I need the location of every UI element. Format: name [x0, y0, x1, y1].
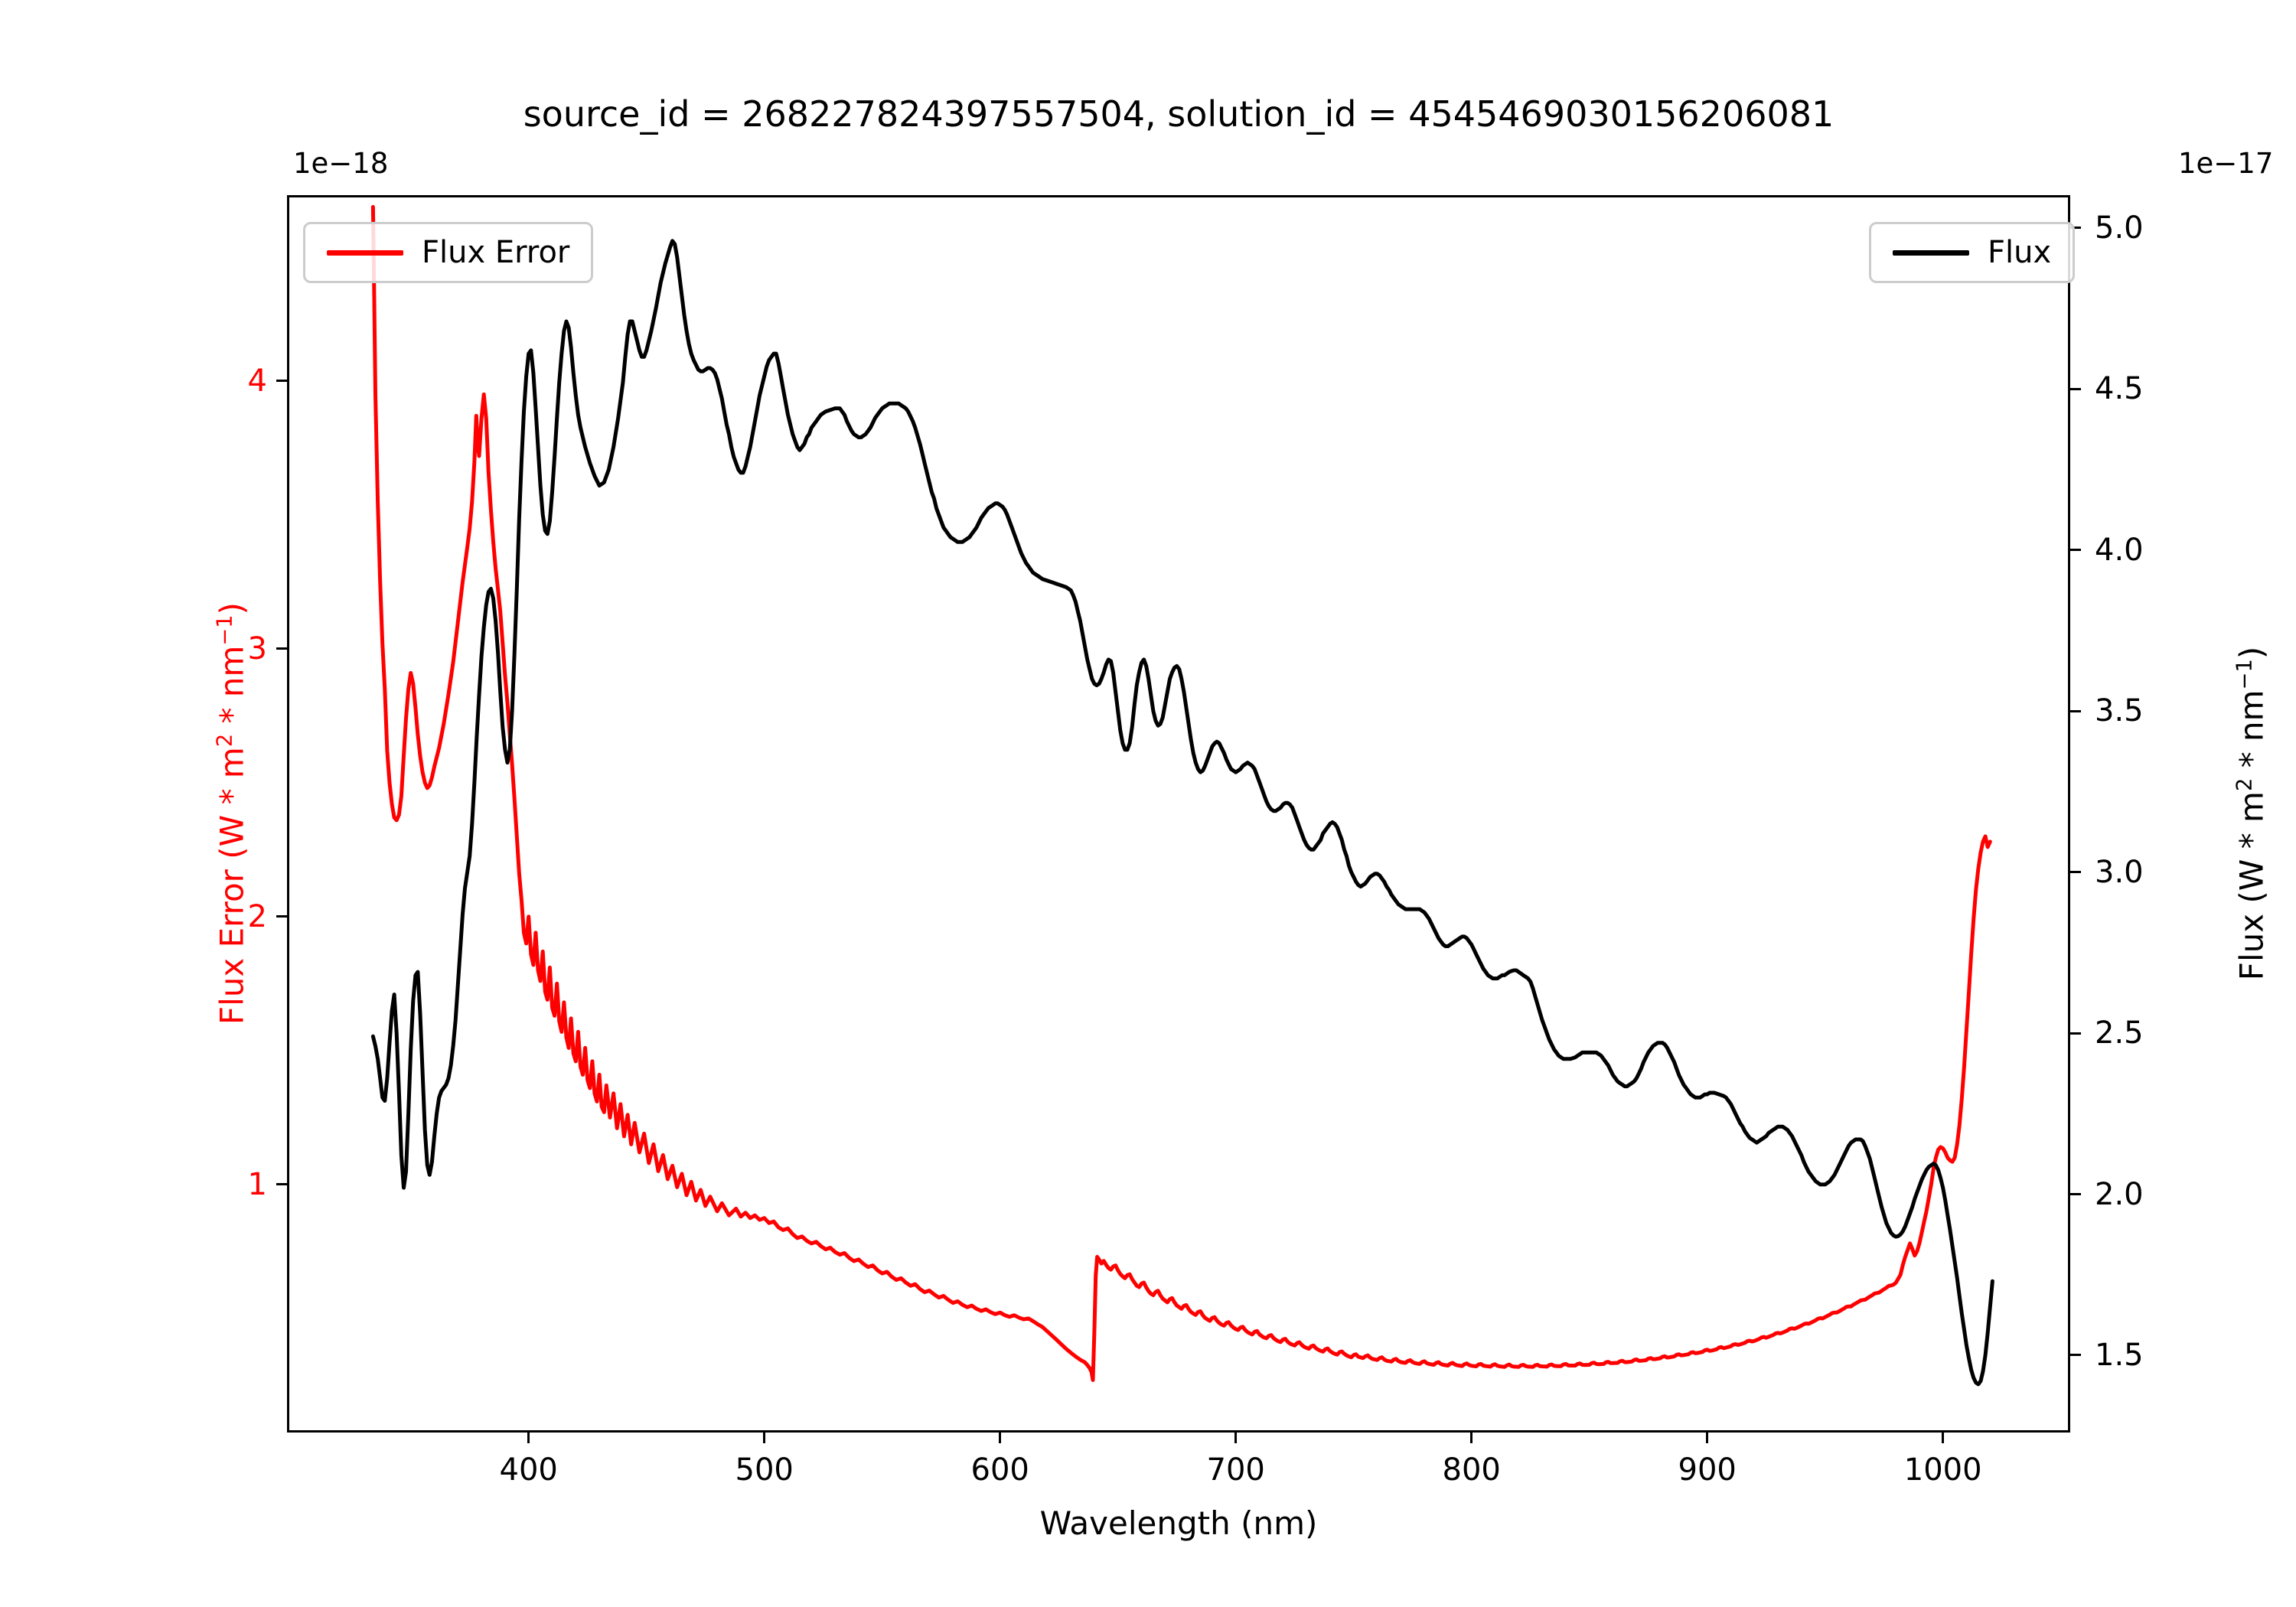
plot-area	[370, 204, 1994, 1387]
flux-error-legend-label: Flux Error	[422, 235, 570, 270]
flux-line	[370, 239, 1994, 1387]
left-y-axis-label: Flux Error (W * m2 * nm−1)	[213, 601, 251, 1025]
left-axis-offset-text: 1e−18	[293, 147, 389, 180]
right-y-tick-mark	[2070, 1354, 2081, 1357]
right-y-tick-label: 4.5	[2095, 371, 2144, 407]
flux-legend-line	[1893, 249, 1969, 256]
right-y-tick-mark	[2070, 549, 2081, 552]
x-tick-label: 400	[499, 1452, 558, 1488]
right-y-tick-mark	[2070, 709, 2081, 712]
axes-frame	[287, 195, 2070, 1433]
right-y-tick-label: 4.0	[2095, 532, 2144, 568]
right-y-tick-label: 1.5	[2095, 1337, 2144, 1373]
right-axis-offset-text: 1e−17	[2178, 147, 2274, 180]
legend-flux: Flux	[1869, 222, 2076, 283]
right-y-tick-label: 2.0	[2095, 1176, 2144, 1212]
x-tick-mark	[1706, 1433, 1709, 1443]
right-y-tick-mark	[2070, 1032, 2081, 1035]
right-y-tick-mark	[2070, 1193, 2081, 1196]
left-y-tick-mark	[276, 915, 287, 918]
right-y-tick-mark	[2070, 387, 2081, 390]
right-y-tick-label: 5.0	[2095, 210, 2144, 246]
left-y-tick-label: 4	[247, 363, 267, 399]
x-tick-label: 900	[1678, 1452, 1737, 1488]
right-y-tick-mark	[2070, 871, 2081, 874]
right-y-tick-label: 3.0	[2095, 854, 2144, 890]
x-tick-mark	[1942, 1433, 1945, 1443]
x-tick-label: 700	[1206, 1452, 1265, 1488]
right-y-tick-label: 2.5	[2095, 1015, 2144, 1051]
x-tick-mark	[527, 1433, 530, 1443]
x-tick-mark	[763, 1433, 766, 1443]
flux-legend-label: Flux	[1988, 235, 2052, 270]
left-y-tick-mark	[276, 380, 287, 383]
x-tick-label: 800	[1442, 1452, 1501, 1488]
x-axis-label: Wavelength (nm)	[1039, 1504, 1318, 1542]
legend-flux-error: Flux Error	[303, 222, 594, 283]
x-tick-label: 1000	[1903, 1452, 1982, 1488]
left-y-tick-label: 1	[247, 1166, 267, 1202]
x-tick-mark	[1234, 1433, 1238, 1443]
left-y-tick-label: 2	[247, 898, 267, 934]
right-y-tick-label: 3.5	[2095, 693, 2144, 729]
left-y-tick-label: 3	[247, 631, 267, 667]
left-y-tick-mark	[276, 1183, 287, 1186]
right-y-axis-label: Flux (W * m2 * nm−1)	[2232, 646, 2271, 981]
x-tick-label: 600	[970, 1452, 1029, 1488]
x-tick-label: 500	[735, 1452, 794, 1488]
left-y-tick-mark	[276, 647, 287, 650]
x-tick-mark	[999, 1433, 1002, 1443]
x-tick-mark	[1470, 1433, 1473, 1443]
flux-error-line	[370, 204, 1992, 1382]
flux-error-legend-line	[327, 249, 403, 256]
plot-title: source_id = 268227824397557504, solution…	[523, 93, 1835, 135]
right-y-tick-mark	[2070, 227, 2081, 230]
